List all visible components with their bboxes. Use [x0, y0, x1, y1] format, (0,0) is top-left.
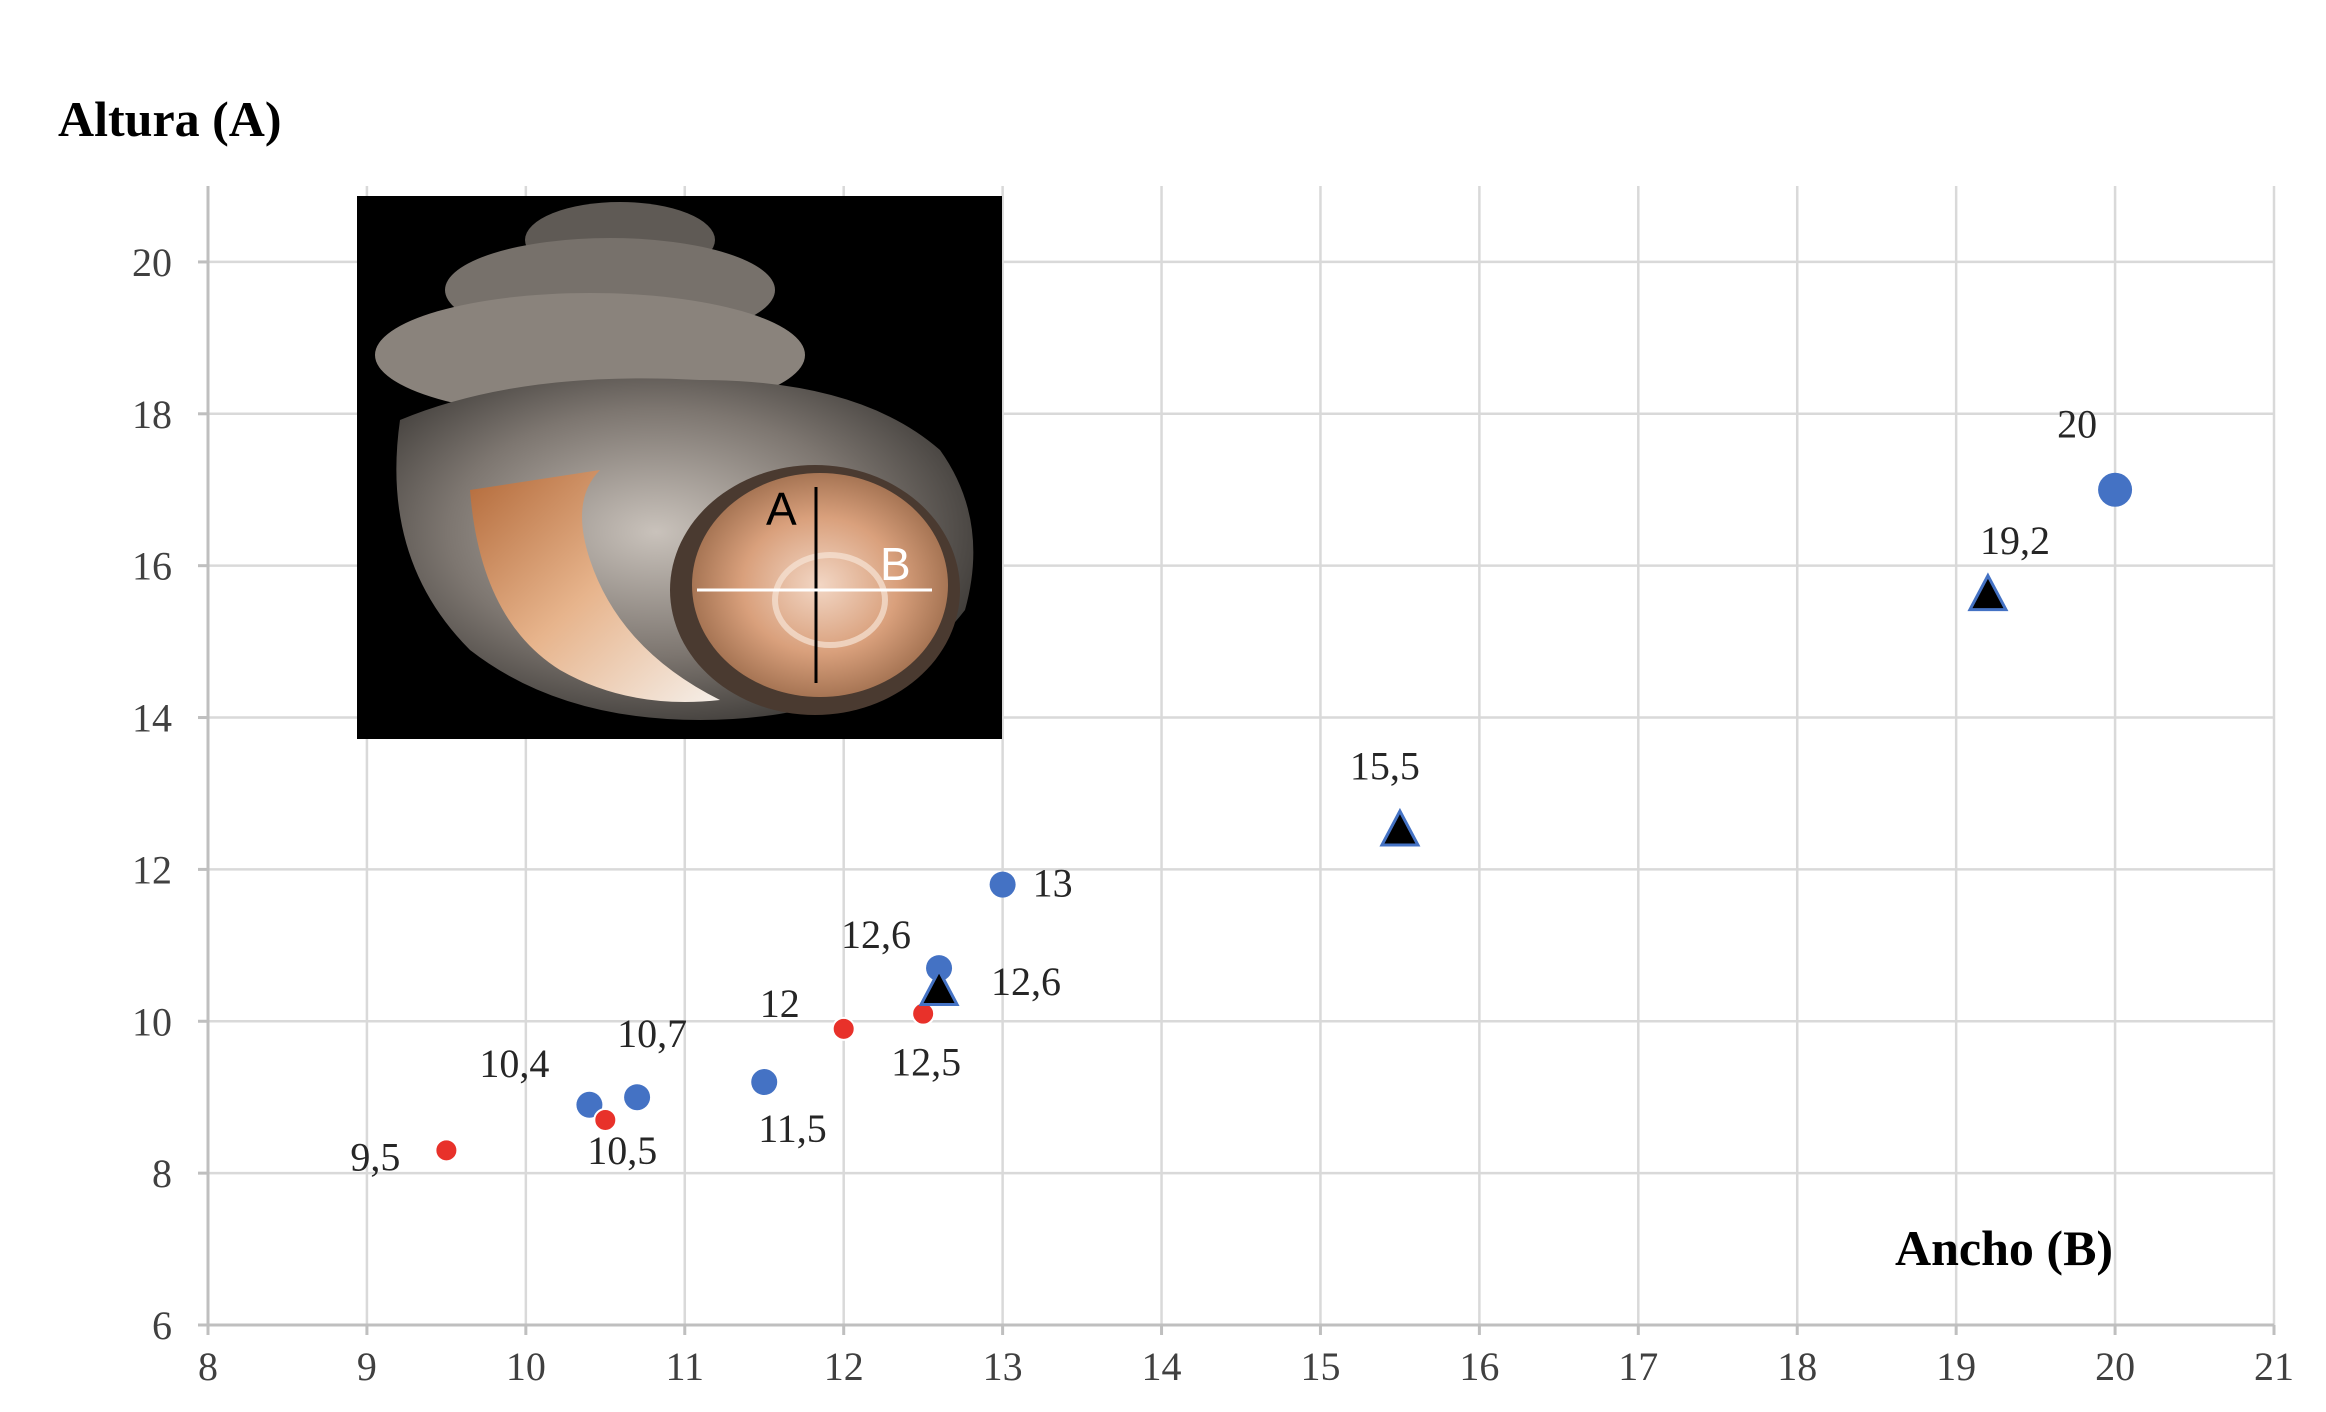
shell-photo: A B: [357, 196, 1002, 739]
inset-label-b: B: [880, 538, 911, 590]
x-tick-label: 14: [1142, 1344, 1182, 1389]
triangle-point: [1379, 807, 1421, 847]
x-tick-label: 13: [983, 1344, 1023, 1389]
x-tick-label: 10: [506, 1344, 546, 1389]
y-tick-label: 8: [152, 1151, 172, 1196]
point-label: 12,6: [991, 959, 1061, 1004]
y-tick-label: 12: [132, 847, 172, 892]
x-tick-label: 21: [2254, 1344, 2294, 1389]
point-label: 10,7: [617, 1011, 687, 1056]
blue-point: [624, 1084, 651, 1111]
x-tick-label: 9: [357, 1344, 377, 1389]
point-label: 20: [2057, 402, 2097, 447]
blue-point: [751, 1069, 778, 1096]
triangle-point: [1967, 572, 2009, 612]
x-tick-label: 17: [1618, 1344, 1658, 1389]
triangle-point: [918, 967, 960, 1006]
point-label: 12,6: [841, 912, 911, 957]
red-point: [831, 1016, 856, 1041]
data-points: [434, 472, 2133, 1163]
point-label: 10,4: [479, 1041, 549, 1086]
red-point: [434, 1138, 459, 1163]
x-tick-label: 20: [2095, 1344, 2135, 1389]
point-label: 15,5: [1350, 743, 1420, 788]
inset-label-a: A: [766, 483, 797, 535]
y-tick-label: 18: [132, 392, 172, 437]
x-axis-title: Ancho (B): [1895, 1220, 2113, 1276]
x-tick-label: 11: [666, 1344, 705, 1389]
point-label: 11,5: [758, 1106, 827, 1151]
point-label: 12,5: [891, 1040, 961, 1085]
y-tick-label: 10: [132, 999, 172, 1044]
x-tick-label: 18: [1777, 1344, 1817, 1389]
y-tick-label: 16: [132, 544, 172, 589]
x-tick-label: 12: [824, 1344, 864, 1389]
point-label: 10,5: [587, 1128, 657, 1173]
red-point: [593, 1107, 618, 1132]
data-labels: 10,4 10,7 11,5 12,6 13 20 9,5 10,5 12 12,5 12,6 15,…: [350, 402, 2097, 1180]
blue-point: [2098, 472, 2133, 507]
x-tick-label: 15: [1300, 1344, 1340, 1389]
point-label: 9,5: [350, 1134, 400, 1179]
x-tick-label: 16: [1459, 1344, 1499, 1389]
point-label: 13: [1033, 861, 1073, 906]
y-tick-label: 20: [132, 240, 172, 285]
blue-point: [989, 871, 1016, 898]
x-tick-label: 8: [198, 1344, 218, 1389]
y-axis-title: Altura (A): [58, 91, 282, 147]
point-label: 12: [760, 981, 800, 1026]
y-tick-label: 6: [152, 1303, 172, 1348]
blue-point: [576, 1091, 603, 1118]
point-label: 19,2: [1980, 518, 2050, 563]
axes: [198, 186, 2276, 1335]
y-tick-label: 14: [132, 696, 172, 741]
x-tick-label: 19: [1936, 1344, 1976, 1389]
